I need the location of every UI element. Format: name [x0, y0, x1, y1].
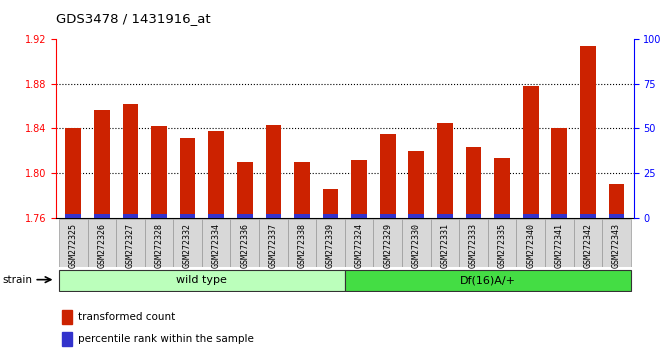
Bar	[230, 219, 259, 267]
Bar	[466, 215, 481, 218]
Bar	[145, 219, 174, 267]
Bar	[180, 215, 195, 218]
Text: percentile rank within the sample: percentile rank within the sample	[78, 334, 254, 344]
Bar	[345, 219, 374, 267]
Bar	[180, 138, 195, 218]
Bar	[259, 219, 288, 267]
Bar	[94, 110, 110, 218]
Bar	[323, 215, 339, 218]
Text: GSM272334: GSM272334	[212, 223, 220, 268]
Bar	[209, 131, 224, 218]
Bar	[574, 219, 602, 267]
Bar	[437, 215, 453, 218]
Bar	[488, 219, 516, 267]
Bar	[351, 215, 367, 218]
Text: strain: strain	[2, 275, 32, 285]
Text: GSM272331: GSM272331	[440, 223, 449, 268]
Bar	[123, 104, 139, 218]
Bar	[459, 219, 488, 267]
Bar	[494, 159, 510, 218]
Bar	[123, 215, 139, 218]
Bar	[62, 332, 73, 346]
Text: Df(16)A/+: Df(16)A/+	[460, 275, 516, 285]
Bar	[88, 219, 116, 267]
Text: GSM272327: GSM272327	[126, 223, 135, 268]
Text: GSM272330: GSM272330	[412, 223, 421, 268]
Text: GSM272333: GSM272333	[469, 223, 478, 268]
Bar	[602, 219, 631, 267]
Bar	[402, 219, 430, 267]
Bar	[65, 128, 81, 218]
Bar	[380, 134, 395, 218]
Bar	[494, 215, 510, 218]
Bar	[62, 310, 73, 324]
Bar	[580, 46, 596, 218]
Text: GSM272336: GSM272336	[240, 223, 249, 268]
Text: GSM272343: GSM272343	[612, 223, 621, 268]
Bar	[466, 147, 481, 218]
Text: GSM272339: GSM272339	[326, 223, 335, 268]
Bar	[265, 215, 281, 218]
Bar	[609, 184, 624, 218]
Bar	[265, 125, 281, 218]
Text: wild type: wild type	[176, 275, 227, 285]
Text: GSM272340: GSM272340	[526, 223, 535, 268]
Text: GSM272342: GSM272342	[583, 223, 593, 268]
Text: transformed count: transformed count	[78, 312, 176, 322]
Text: GSM272332: GSM272332	[183, 223, 192, 268]
Bar	[116, 219, 145, 267]
Bar	[316, 219, 345, 267]
Text: GSM272324: GSM272324	[354, 223, 364, 268]
Bar	[545, 219, 574, 267]
Bar	[380, 215, 395, 218]
Text: GSM272326: GSM272326	[97, 223, 106, 268]
Bar	[345, 270, 631, 291]
Bar	[351, 160, 367, 218]
Bar	[516, 219, 545, 267]
Bar	[430, 219, 459, 267]
Bar	[288, 219, 316, 267]
Bar	[409, 215, 424, 218]
Bar	[65, 215, 81, 218]
Bar	[237, 162, 253, 218]
Bar	[323, 189, 339, 218]
Bar	[523, 215, 539, 218]
Bar	[202, 219, 230, 267]
Bar	[551, 215, 567, 218]
Bar	[151, 126, 167, 218]
Bar	[209, 215, 224, 218]
Text: GSM272328: GSM272328	[154, 223, 164, 268]
Bar	[59, 219, 88, 267]
Bar	[174, 219, 202, 267]
Text: GSM272341: GSM272341	[555, 223, 564, 268]
Bar	[59, 270, 345, 291]
Text: GSM272325: GSM272325	[69, 223, 78, 268]
Text: GSM272337: GSM272337	[269, 223, 278, 268]
Bar	[409, 151, 424, 218]
Bar	[151, 215, 167, 218]
Bar	[523, 86, 539, 218]
Text: GSM272335: GSM272335	[498, 223, 507, 268]
Bar	[580, 215, 596, 218]
Bar	[551, 128, 567, 218]
Bar	[94, 215, 110, 218]
Bar	[437, 123, 453, 218]
Text: GSM272329: GSM272329	[383, 223, 392, 268]
Bar	[609, 215, 624, 218]
Text: GDS3478 / 1431916_at: GDS3478 / 1431916_at	[56, 12, 211, 25]
Bar	[374, 219, 402, 267]
Bar	[237, 215, 253, 218]
Text: GSM272338: GSM272338	[298, 223, 306, 268]
Bar	[294, 162, 310, 218]
Bar	[294, 215, 310, 218]
